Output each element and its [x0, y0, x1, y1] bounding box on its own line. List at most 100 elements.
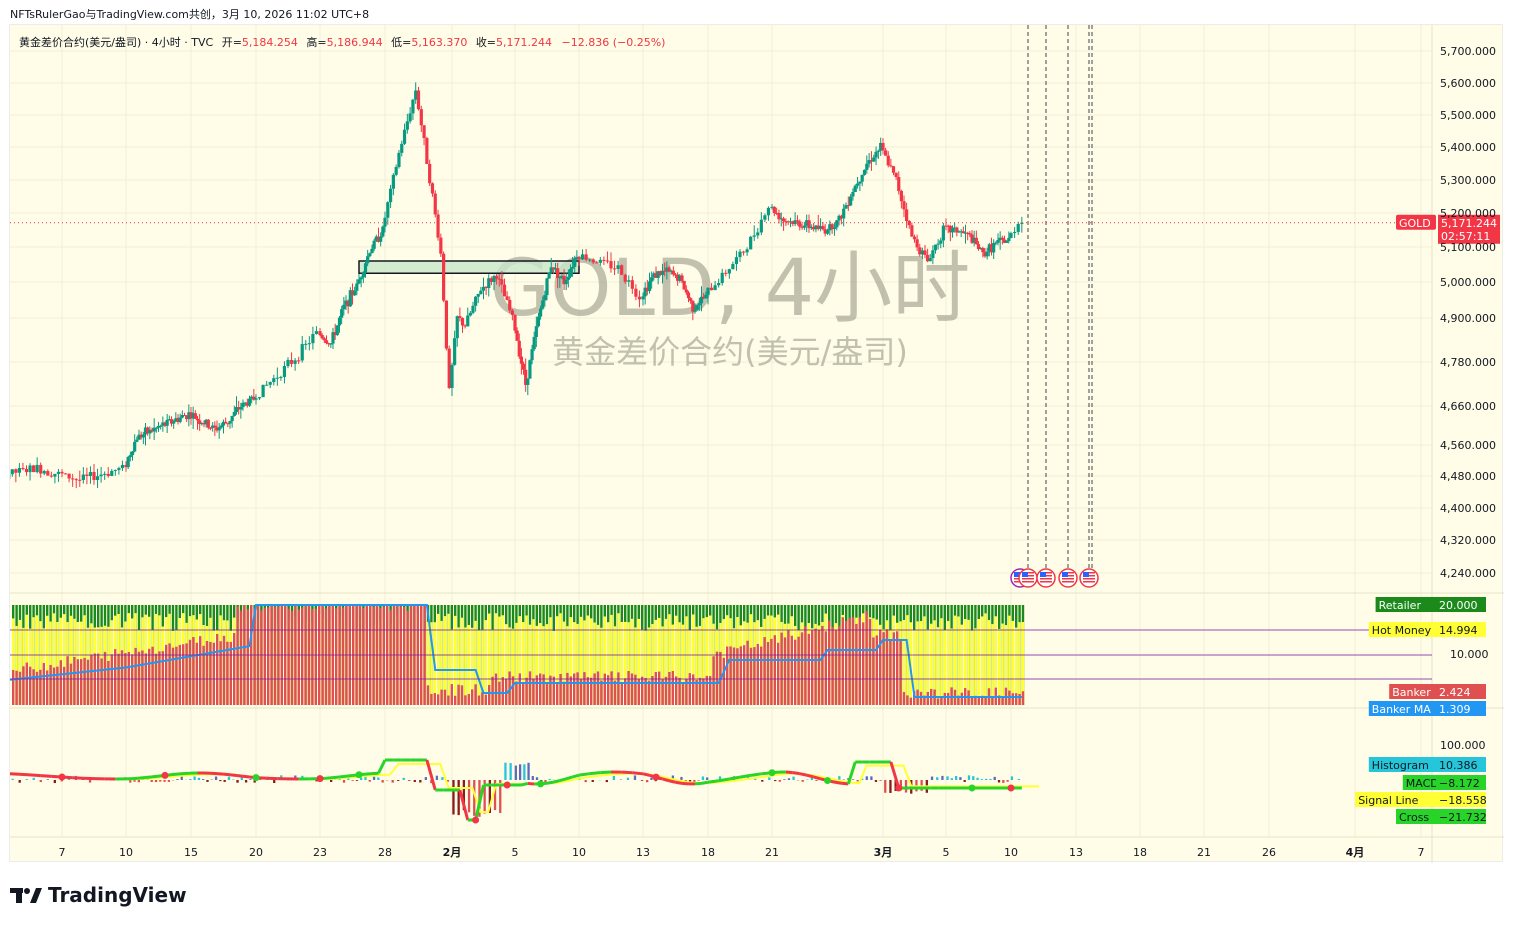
indicator-tag: Banker 2.424	[1389, 684, 1486, 699]
tradingview-logo-icon	[10, 888, 42, 903]
macd-histogram-bar	[214, 776, 218, 780]
candle	[10, 469, 14, 477]
candle	[161, 416, 165, 432]
candle	[676, 272, 680, 286]
watermark-description: 黄金差价合约(美元/盎司)	[552, 333, 908, 371]
candle	[660, 263, 665, 284]
macd-histogram-bar	[980, 779, 984, 780]
candle	[148, 426, 152, 440]
macd-line-segment	[841, 781, 849, 786]
candle	[809, 224, 813, 231]
macd-histogram-bar	[774, 780, 777, 782]
candle	[329, 343, 333, 348]
macd-histogram-bar	[544, 780, 547, 783]
candle	[793, 212, 797, 227]
macd-histogram-bar	[236, 780, 239, 783]
candle	[907, 220, 911, 229]
macd-histogram-bar	[180, 775, 183, 780]
candle	[862, 169, 867, 176]
candle	[745, 247, 749, 256]
candle	[547, 272, 551, 279]
indicator-tag-label: Signal Line	[1358, 794, 1418, 807]
us-flag-icon[interactable]	[1058, 568, 1078, 588]
macd-histogram-bar	[402, 777, 405, 780]
chart-svg[interactable]: GOLD, 4小时 黄金差价合约(美元/盎司) GOLD 5,171.24402:…	[10, 25, 1504, 863]
tradingview-logo[interactable]: TradingView	[10, 883, 187, 907]
candle	[42, 469, 46, 476]
macd-histogram-bar	[954, 776, 958, 780]
macd-cross-dot	[503, 781, 511, 789]
candle	[830, 222, 834, 234]
macd-line-segment	[632, 771, 644, 776]
time-tick-label: 7	[59, 846, 66, 859]
candle	[126, 456, 130, 470]
candle	[348, 287, 352, 307]
candle	[21, 462, 25, 471]
rectangle-zone[interactable]	[358, 260, 580, 274]
macd-histogram-bar	[372, 776, 376, 780]
us-flag-icon[interactable]	[1018, 568, 1038, 588]
macd-histogram-bar	[210, 779, 213, 780]
candle	[536, 312, 541, 328]
us-flag-icon[interactable]	[1036, 568, 1056, 588]
macd-histogram-bar	[381, 780, 384, 783]
candle	[950, 225, 955, 238]
candle	[654, 266, 658, 279]
candle	[394, 164, 398, 177]
candle	[558, 276, 562, 288]
macd-line-segment	[458, 789, 470, 821]
time-tick-label: 18	[701, 846, 715, 859]
candle	[361, 271, 365, 284]
macd-histogram-bar	[488, 780, 491, 813]
candle	[311, 326, 315, 350]
candle	[414, 82, 418, 104]
candle	[1016, 221, 1020, 235]
macd-histogram-bar	[197, 777, 201, 780]
candle	[254, 394, 258, 405]
macd-histogram-bar	[870, 776, 873, 780]
macd-line-segment	[377, 759, 387, 774]
candle	[998, 231, 1002, 250]
macd-histogram-bar	[801, 780, 804, 782]
candle	[110, 468, 114, 477]
ohlc-legend: 黄金差价合约(美元/盎司) · 4小时 · TVC 开=5,184.254 高=…	[19, 35, 665, 49]
candle	[350, 283, 355, 305]
macd-line-segment	[701, 780, 709, 785]
chart-frame[interactable]: GOLD, 4小时 黄金差价合约(美元/盎司) GOLD 5,171.244 02:…	[9, 24, 1504, 863]
candle	[453, 330, 457, 366]
candle	[368, 252, 372, 258]
macd-line-segment	[72, 776, 84, 780]
candle	[366, 249, 370, 267]
candle	[860, 174, 864, 187]
candle	[807, 214, 811, 233]
watermark-symbol: GOLD, 4小时	[490, 244, 971, 334]
indicator-tag-value: 20.000	[1439, 599, 1478, 612]
macd-histogram-bar	[129, 780, 132, 783]
candle	[314, 326, 319, 335]
candle	[474, 295, 478, 312]
macd-line-segment	[40, 774, 52, 778]
price-tag-symbol: GOLD	[1399, 217, 1431, 230]
candle	[250, 395, 254, 404]
candle	[678, 274, 682, 283]
macd-histogram-bar	[368, 780, 371, 782]
indicator2-axis-label: 100.000	[1440, 739, 1486, 752]
indicator-tag-value: 1.309	[1439, 703, 1471, 716]
macd-histogram-bar	[584, 780, 587, 783]
candle	[500, 270, 504, 293]
candle	[541, 296, 545, 310]
price-axis: 5,700.000 5,600.000 5,500.000 5,400.000 5,30…	[1440, 45, 1496, 752]
macd-histogram-bar	[462, 780, 466, 811]
indicator-tag-label: Banker	[1392, 686, 1431, 699]
macd-histogram-bar	[879, 780, 882, 781]
macd-histogram-bar	[535, 777, 539, 780]
candle	[985, 247, 989, 260]
macd-histogram-bar	[851, 779, 855, 780]
indicator-tag-label: Retailer	[1379, 599, 1422, 612]
us-flag-icon[interactable]	[1079, 568, 1099, 588]
macd-histogram-bar	[342, 780, 346, 783]
candle	[252, 388, 256, 401]
macd-line-segment	[151, 774, 159, 779]
indicator-tag-label: Histogram	[1372, 759, 1429, 772]
macd-histogram-bar	[838, 776, 841, 780]
